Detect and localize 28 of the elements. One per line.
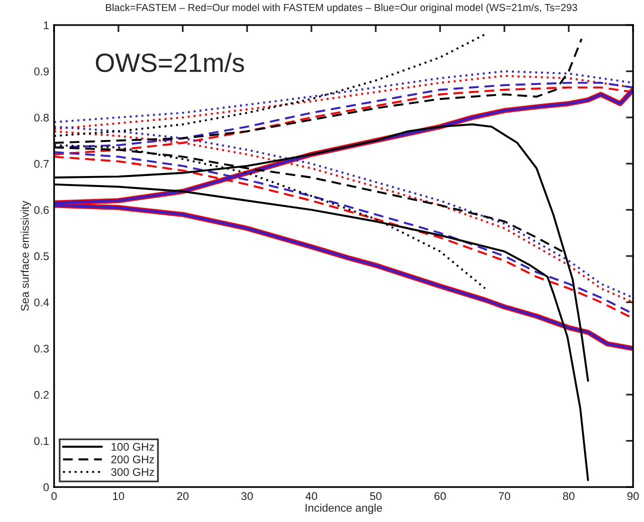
- x-axis-title: Incidence angle: [306, 504, 382, 514]
- y-tick-label: 0.6: [34, 206, 49, 214]
- x-tick-label: 10: [113, 492, 124, 500]
- y-axis-title: Sea surface emissivity: [20, 200, 32, 311]
- y-tick-label: 0.4: [34, 298, 49, 306]
- y-tick-label: 0.5: [34, 252, 49, 260]
- y-tick-label: 0.1: [34, 437, 49, 445]
- legend-label: 300 GHz: [111, 468, 154, 476]
- legend-label: 100 GHz: [112, 442, 154, 451]
- annotation: OWS=21m/s: [96, 52, 244, 72]
- y-tick-label: 0.3: [34, 344, 49, 353]
- y-tick-label: 0.2: [34, 390, 49, 399]
- x-tick-label: 0: [51, 492, 57, 500]
- x-tick-label: 70: [498, 492, 510, 500]
- x-tick-label: 30: [241, 492, 253, 500]
- x-tick-label: 80: [563, 492, 574, 500]
- x-tick-label: 60: [434, 492, 446, 500]
- x-tick-label: 20: [177, 492, 188, 500]
- x-tick-label: 50: [370, 492, 382, 500]
- legend-label: 200 GHz: [111, 455, 154, 464]
- chart-title: Black=FASTEM – Red=Our model with FASTEM updates – Blue=Our original model (WS=21m/s, Ts=293: [106, 4, 578, 14]
- y-tick-label: 0: [43, 483, 49, 492]
- y-tick-label: 1: [44, 21, 49, 30]
- x-tick-label: 40: [305, 492, 318, 500]
- y-tick-label: 0.9: [34, 68, 49, 76]
- y-tick-label: 0.7: [34, 160, 49, 168]
- y-tick-label: 0.8: [34, 114, 49, 122]
- x-tick-label: 90: [627, 492, 639, 500]
